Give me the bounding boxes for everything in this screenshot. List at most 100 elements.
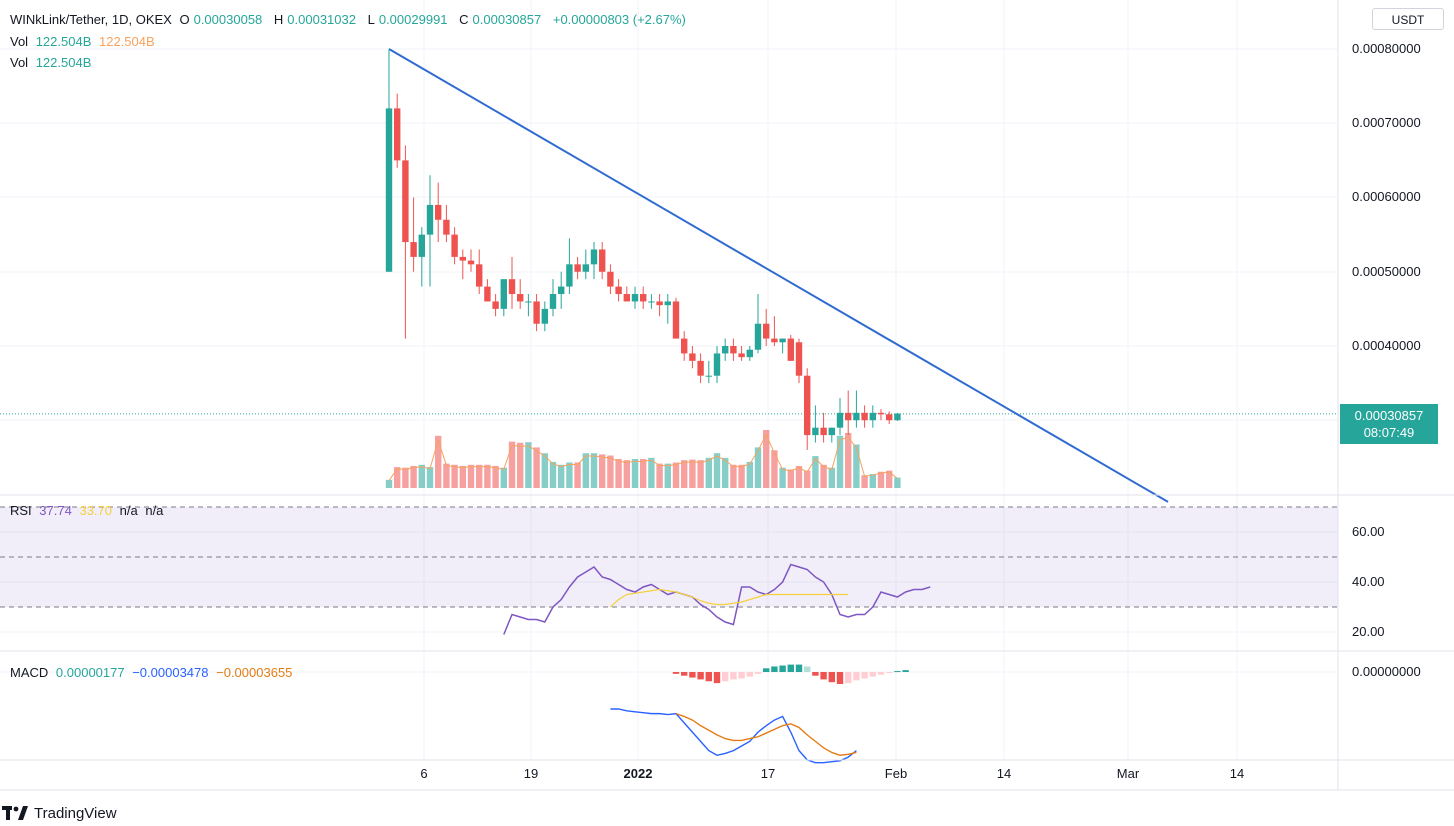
rsi-na-1: n/a <box>119 503 138 518</box>
candle-body <box>730 346 737 354</box>
volume-legend: Vol 122.504B 122.504B <box>10 34 159 49</box>
axes: 0.00080000 0.00070000 0.00060000 0.00050000… <box>0 0 1454 791</box>
volume-bar <box>385 479 393 488</box>
candle-body <box>640 294 647 302</box>
candle-body <box>451 234 458 257</box>
volume-legend-2: Vol 122.504B <box>10 55 95 70</box>
volume-bar <box>713 453 721 488</box>
macd-label: MACD <box>10 665 49 680</box>
volume-bar <box>689 459 696 488</box>
close-value: 0.00030857 <box>472 12 542 27</box>
macd-histogram-bar <box>877 672 885 675</box>
volume-bar <box>508 441 516 488</box>
candle-body <box>804 375 811 436</box>
macd-histogram-bar <box>697 672 704 680</box>
time-tick-label: 14 <box>1230 766 1244 781</box>
rsi-legend: RSI 37.74 33.70 n/a n/a <box>10 503 167 518</box>
macd-histogram-bar <box>672 672 680 674</box>
volume-bar <box>705 457 712 488</box>
volume-bar <box>656 463 663 488</box>
macd-tick-label: 0.00000000 <box>1352 664 1421 679</box>
trendline-line[interactable] <box>388 48 1169 503</box>
low-label: L <box>367 12 375 27</box>
candle-body <box>467 260 475 265</box>
volume-bar <box>426 467 434 488</box>
candle-body <box>672 301 680 339</box>
volume-bar <box>467 464 475 488</box>
volume2-label: Vol <box>10 55 29 70</box>
candle-body <box>648 301 655 303</box>
candles <box>385 49 901 450</box>
candle-body <box>623 294 630 302</box>
last-price-tag: 0.00030857 08:07:49 <box>1340 404 1438 444</box>
volume-bar <box>476 464 483 488</box>
candle-body <box>607 271 614 287</box>
volume-bar <box>558 464 565 488</box>
macd-histogram-bar <box>795 664 803 672</box>
macd-histogram-bar <box>713 672 721 684</box>
trendline[interactable] <box>0 48 1338 503</box>
candle-body <box>508 279 516 295</box>
candle-body <box>525 301 532 303</box>
volume-bar <box>484 464 491 488</box>
price-tick-label: 0.00050000 <box>1352 264 1421 279</box>
candle-body <box>836 412 844 428</box>
volume-bar <box>574 462 581 488</box>
macd-histogram-bar <box>689 672 696 678</box>
change-value: +0.00000803 (+2.67%) <box>552 12 686 27</box>
macd-histogram-bar <box>771 666 778 672</box>
macd-histogram-bar <box>853 672 860 681</box>
volume-bar <box>590 453 598 488</box>
macd-histogram-bar <box>820 672 827 680</box>
volume2-value: 122.504B <box>35 55 92 70</box>
volume-bar <box>738 464 745 488</box>
rsi-value: 37.74 <box>39 503 72 518</box>
candle-body <box>443 219 450 235</box>
volume-bar <box>861 475 868 488</box>
currency-button[interactable]: USDT <box>1372 8 1444 30</box>
volume-bar <box>500 467 507 488</box>
candle-body <box>558 286 565 295</box>
volume-bar <box>722 457 729 488</box>
rsi-tick-label: 40.00 <box>1352 574 1385 589</box>
volume-bar <box>763 430 770 488</box>
time-tick-label: 17 <box>761 766 775 781</box>
candle-body <box>394 108 401 161</box>
candle-body <box>869 412 876 421</box>
volume-bar <box>394 467 401 488</box>
volume-bar <box>648 457 655 488</box>
volume-bar <box>672 462 680 488</box>
time-tick-label: 2022 <box>624 766 653 781</box>
volume-bar <box>631 459 639 488</box>
macd-legend: MACD 0.00000177 −0.00003478 −0.00003655 <box>10 665 296 680</box>
tradingview-brand[interactable]: TradingView <box>2 802 117 824</box>
volume-bar <box>541 453 548 488</box>
candle-body <box>476 264 483 287</box>
time-tick-label: 14 <box>997 766 1011 781</box>
price-tick-label: 0.00040000 <box>1352 338 1421 353</box>
price-tick-label: 0.00060000 <box>1352 189 1421 204</box>
signal-line <box>675 712 857 756</box>
volume-bar <box>566 462 573 488</box>
volume-bar <box>599 454 606 488</box>
candle-body <box>435 204 442 220</box>
candle-body <box>541 308 548 324</box>
rsi-label: RSI <box>10 503 32 518</box>
macd-histogram-bar <box>681 672 688 676</box>
candle-body <box>705 375 712 377</box>
candle-body <box>722 346 729 354</box>
volume-bar <box>804 470 811 488</box>
volume-bar <box>459 465 466 488</box>
volume-bar <box>443 463 450 488</box>
volume-bar <box>435 435 442 488</box>
candle-body <box>738 353 745 358</box>
macd-histogram-bar <box>886 672 893 673</box>
rsi-tick-label: 20.00 <box>1352 624 1385 639</box>
volume-bar <box>549 461 557 488</box>
macd-histogram-bar <box>746 672 753 677</box>
candle-body <box>459 256 466 261</box>
time-tick-label: 19 <box>524 766 538 781</box>
candle-body <box>746 349 753 358</box>
volume-ma-line <box>388 433 898 481</box>
